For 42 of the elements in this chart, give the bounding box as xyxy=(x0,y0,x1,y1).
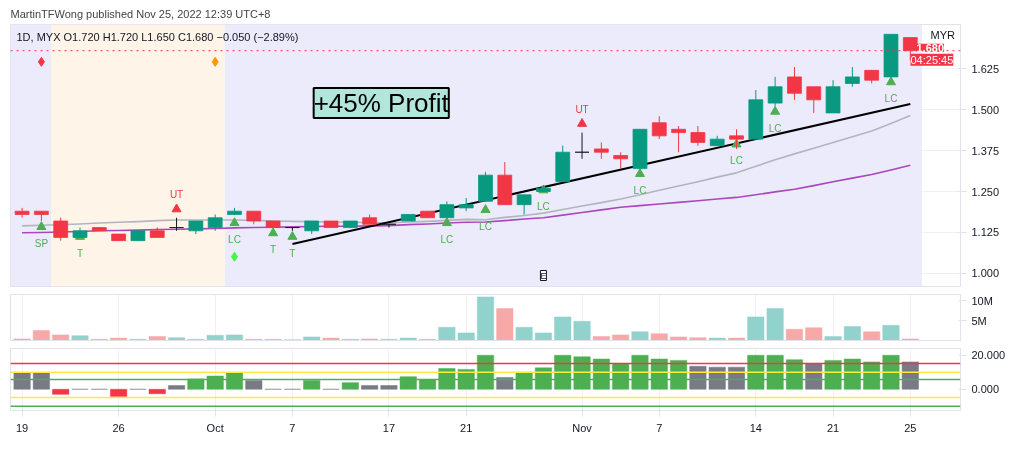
x-tick-label: Nov xyxy=(572,421,593,434)
x-tick-label: 17 xyxy=(382,421,396,434)
annotation: E xyxy=(540,270,547,281)
x-tick-label: 25 xyxy=(904,421,917,434)
annotation: UT xyxy=(169,189,184,201)
chart-title: MartinTFWong published Nov 25, 2022 12:39 UTC+8 xyxy=(10,7,271,20)
y-tick-label: 1.250 xyxy=(971,185,1000,198)
annotation: LC xyxy=(228,233,241,245)
annotation: LC xyxy=(768,122,782,134)
annotation: 04:25:45 xyxy=(910,53,954,66)
x-tick-label: 19 xyxy=(15,421,29,434)
x-tick-label: 26 xyxy=(112,421,125,434)
ref-line-label: 1.680 xyxy=(916,41,945,54)
annotation: LC xyxy=(440,233,454,245)
annotation: +45% Profit xyxy=(313,88,450,119)
y-tick-label: 1.625 xyxy=(971,62,1000,75)
y-tick-label: 5M xyxy=(971,314,987,327)
x-tick-label: 7 xyxy=(656,421,663,434)
x-tick-label: 21 xyxy=(460,421,473,434)
annotation: LC xyxy=(730,155,743,167)
y-tick-label: 1.500 xyxy=(971,103,1000,116)
text: MYR xyxy=(930,28,955,41)
annotation: LC xyxy=(479,220,492,232)
y-tick-label: 20.000 xyxy=(971,349,1006,362)
x-tick-label: 21 xyxy=(826,421,840,434)
annotation: LC xyxy=(633,184,647,196)
annotation: UT xyxy=(575,103,589,115)
text: 1D, MYX O1.720 H1.720 L1.650 C1.680 −0.050 (−2.89%) xyxy=(16,30,299,43)
y-tick-label: 1.375 xyxy=(971,144,1000,157)
annotation: T xyxy=(289,247,296,259)
y-tick-label: 1.125 xyxy=(971,226,1000,239)
x-tick-label: Oct xyxy=(206,421,224,434)
annotation: T xyxy=(76,247,84,259)
x-tick-label: 14 xyxy=(749,421,762,434)
y-tick-label: 10M xyxy=(971,294,993,307)
x-tick-label: 7 xyxy=(289,421,296,434)
annotation: LC xyxy=(537,201,550,213)
annotation: LC xyxy=(884,93,898,105)
y-tick-label: 1.000 xyxy=(971,267,1000,280)
annotation: T xyxy=(270,244,277,256)
y-tick-label: 0.000 xyxy=(971,383,1000,396)
annotation: SP xyxy=(34,237,49,249)
